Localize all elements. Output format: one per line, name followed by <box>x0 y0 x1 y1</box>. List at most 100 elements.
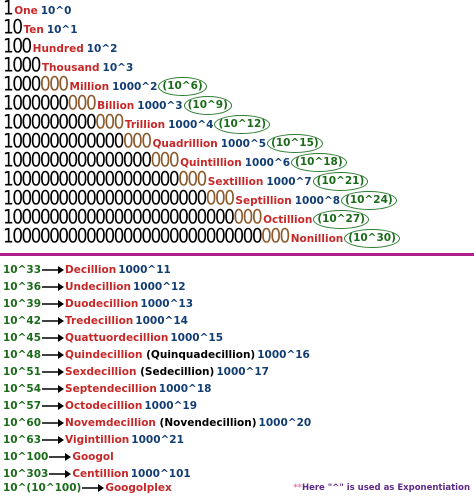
exponent-oval: (10^30) <box>344 229 400 248</box>
section-divider <box>0 253 474 256</box>
handwritten-group: 000 <box>205 187 235 210</box>
arrow-right-icon <box>42 402 65 410</box>
alternate-name: (Novendecillion) <box>159 417 257 429</box>
power-notation: 1000^14 <box>135 315 188 327</box>
exponent-label: 10^60 <box>3 417 42 429</box>
large-number-name: Novemdecillion <box>65 417 156 429</box>
number-row-thousand: 1000 Thousand 10^3 <box>3 54 134 77</box>
large-number-name: Decillion <box>65 264 117 276</box>
power-notation: 1000^15 <box>170 332 224 344</box>
list-item: 10^42 Tredecillion 1000^14 <box>3 314 188 329</box>
power-notation: 1000^11 <box>118 264 171 276</box>
exponent-oval: (10^18) <box>291 153 347 172</box>
large-number-name: Duodecillion <box>65 298 139 310</box>
power-notation: 1000^4 <box>168 119 214 131</box>
power-notation: 1000^12 <box>132 281 186 293</box>
list-item: 10^303 Centillion 1000^101 <box>3 467 191 482</box>
arrow-right-icon <box>42 351 65 359</box>
list-item: 10^63 Vigintillion 1000^21 <box>3 433 184 448</box>
exponent-label: 10^39 <box>3 298 42 310</box>
footnote-suffix: is used as Exponentiation <box>343 483 470 493</box>
handwritten-group: 000 <box>95 111 124 134</box>
arrow-right-icon <box>42 317 65 325</box>
large-number-name: Septendecillion <box>65 383 157 395</box>
number-name: Trillion <box>124 119 166 131</box>
arrow-right-icon <box>42 300 65 308</box>
power-notation: 10^0 <box>40 5 72 17</box>
list-item: 10^51 Sexdecillion (Sedecillion) 1000^17 <box>3 365 269 380</box>
handwritten-digits: 10 <box>3 16 23 39</box>
number-name: One <box>14 5 38 17</box>
exponent-label: 10^57 <box>3 400 42 412</box>
exponent-label: 10^45 <box>3 332 42 344</box>
power-notation: 10^3 <box>102 62 134 74</box>
exponent-label: 10^(10^100) <box>3 482 82 494</box>
large-number-name: Googolplex <box>105 482 172 494</box>
number-row-sextillion: 1000000000000000000000 Sextillion 1000^7 (1… <box>3 168 369 191</box>
handwritten-group: 000 <box>39 73 69 96</box>
handwritten-group: 000 <box>261 225 290 248</box>
number-row-billion: 1000000000 Billion 1000^3 (10^9) <box>3 92 232 115</box>
power-notation: 1000^5 <box>220 138 267 150</box>
arrow-right-icon <box>42 368 65 376</box>
footnote: **Here "^" is used as Exponentiation <box>293 483 470 493</box>
handwritten-group: 000 <box>178 168 207 191</box>
list-item: 10^(10^100) Googolplex <box>3 481 172 496</box>
power-notation: 1000^19 <box>144 400 198 412</box>
list-item: 10^39 Duodecillion 1000^13 <box>3 297 193 312</box>
list-item: 10^60 Novemdecillion (Novendecillion) 1000… <box>3 416 311 431</box>
handwritten-digits: 1000000000000 <box>3 130 124 153</box>
power-notation: 1000^16 <box>257 349 310 361</box>
large-number-name: Tredecillion <box>65 315 134 327</box>
list-item: 10^100 Googol <box>3 450 114 465</box>
power-notation: 1000^8 <box>294 195 341 207</box>
number-name: Quintillion <box>180 157 242 169</box>
exponent-label: 10^63 <box>3 434 42 446</box>
arrow-right-icon <box>42 436 65 444</box>
large-number-name: Undecillion <box>65 281 131 293</box>
handwritten-group: 000 <box>233 206 262 229</box>
footnote-prefix: Here <box>301 483 328 493</box>
handwritten-digits: 1000000000 <box>3 111 97 134</box>
footnote-stars: ** <box>293 483 302 493</box>
arrow-right-icon <box>42 266 65 274</box>
large-number-name: Sexdecillion <box>65 366 137 378</box>
power-notation: 1000^17 <box>216 366 269 378</box>
power-notation: 1000^6 <box>244 157 291 169</box>
exponent-oval: (10^15) <box>267 134 323 153</box>
number-name: Million <box>69 81 110 93</box>
number-row-ten: 10 Ten 10^1 <box>3 16 78 39</box>
handwritten-digits: 1000000000000000000000000000 <box>3 225 263 248</box>
large-number-name: Googol <box>72 451 114 463</box>
power-notation: 1000^20 <box>258 417 312 429</box>
number-row-quintillion: 1000000000000000000 Quintillion 1000^6 (10^… <box>3 149 347 172</box>
alternate-name: (Quinquadecillion) <box>146 349 256 361</box>
power-notation: 1000^13 <box>140 298 194 310</box>
exponent-oval: (10^12) <box>214 115 271 134</box>
exponent-label: 10^42 <box>3 315 42 327</box>
number-name: Quadrillion <box>152 138 218 150</box>
power-notation: 1000^21 <box>131 434 184 446</box>
number-row-one: 1 One 10^0 <box>3 0 71 20</box>
large-number-name: Octodecillion <box>65 400 143 412</box>
exponent-oval: (10^9) <box>183 96 232 115</box>
list-item: 10^54 Septendecillion 1000^18 <box>3 382 211 397</box>
number-row-septillion: 1000000000000000000000000 Septillion 1000^… <box>3 187 397 210</box>
arrow-right-icon <box>42 283 65 291</box>
exponent-label: 10^36 <box>3 281 42 293</box>
list-item: 10^57 Octodecillion 1000^19 <box>3 399 197 414</box>
handwritten-digits: 1000000000000000000000 <box>3 187 207 210</box>
exponent-oval: (10^24) <box>341 191 397 210</box>
arrow-right-icon <box>42 419 65 427</box>
number-name: Octillion <box>263 214 313 226</box>
arrow-right-icon <box>49 470 72 478</box>
number-name: Septillion <box>235 195 292 207</box>
arrow-right-icon <box>49 453 72 461</box>
handwritten-digits: 1000 <box>3 54 41 77</box>
large-number-name: Centillion <box>72 468 129 480</box>
exponent-label: 10^100 <box>3 451 49 463</box>
number-row-hundred: 100 Hundred 10^2 <box>3 35 117 58</box>
power-notation: 1000^7 <box>266 176 312 188</box>
exponent-label: 10^54 <box>3 383 42 395</box>
exponent-oval: (10^6) <box>158 77 207 96</box>
